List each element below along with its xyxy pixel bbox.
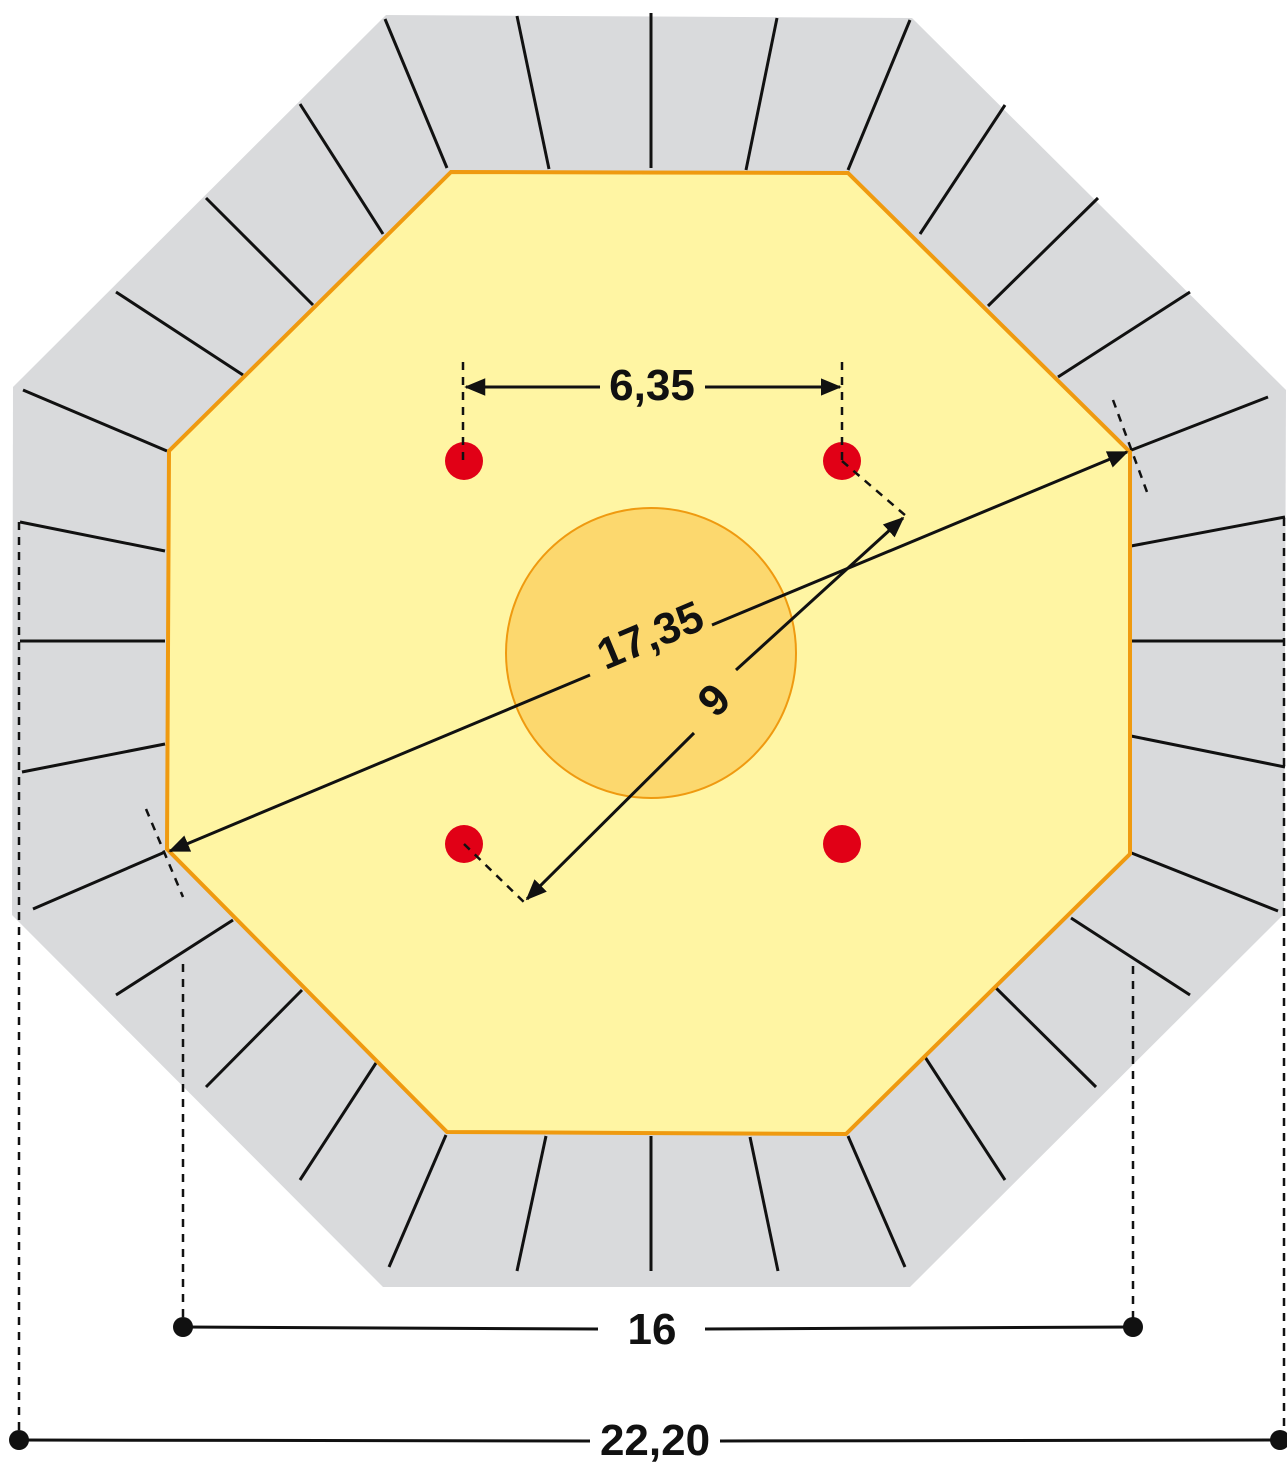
dim-diagonal	[168, 450, 1129, 853]
bolt-hole-top-left	[445, 442, 483, 480]
dim-label-outer-width: 22,20	[600, 1416, 710, 1464]
dim-inner-width	[173, 1317, 1143, 1337]
dim-label-hole-spacing: 6,35	[609, 361, 695, 410]
center-circle	[505, 507, 797, 799]
ring-segment-lines	[19, 13, 1286, 1272]
dim-hole-circle	[525, 516, 905, 901]
dim-label-inner-width: 16	[628, 1305, 677, 1354]
extension-lines	[17, 362, 1286, 1435]
dim-outer-width	[9, 1430, 1287, 1450]
bolt-hole-bottom-right	[823, 825, 861, 863]
